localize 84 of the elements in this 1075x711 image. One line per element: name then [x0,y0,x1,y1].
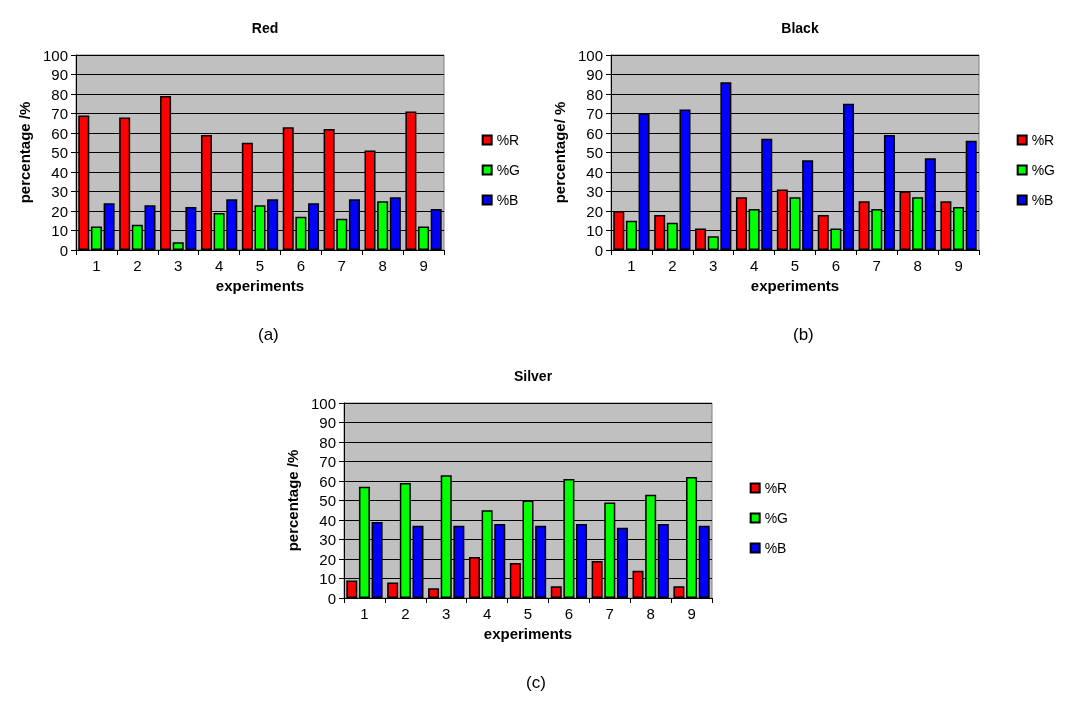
y-tick-label: 100 [42,46,68,64]
legend-label: %B [764,540,787,556]
text: (a) [258,325,279,344]
y-tick-label: 50 [586,144,603,161]
y-tick-label: 10 [586,222,603,239]
y-tick-label: 20 [586,202,603,220]
y-tick-label: 20 [319,550,336,568]
y-tick-label: 30 [51,183,68,200]
y-tick-label: 0 [594,241,603,259]
y-tick-label: 70 [51,105,68,122]
y-tick-label: 80 [586,85,603,103]
y-tick-label: 10 [51,222,68,239]
chart-title: Black [781,20,819,36]
y-tick-label: 0 [59,241,68,259]
x-tick-label: 4 [214,257,224,274]
y-axis-title: percentage/ % [551,101,569,204]
x-tick-label: 9 [419,257,428,274]
x-tick-label: 8 [646,605,655,622]
x-tick-label: 1 [360,605,369,622]
y-tick-label: 90 [319,414,336,431]
y-tick-label: 60 [319,472,336,490]
legend-label: %B [496,192,519,208]
text: (b) [793,325,814,344]
x-tick-label: 3 [709,257,718,274]
y-tick-label: 90 [51,66,68,83]
y-tick-label: 30 [586,183,603,200]
x-tick-label: 8 [913,257,922,274]
y-tick-label: 50 [51,144,68,161]
legend-label: %G [496,162,521,178]
y-tick-label: 80 [319,433,336,451]
legend-label: %B [1031,192,1054,208]
x-tick-label: 4 [749,257,759,274]
y-tick-label: 100 [310,394,336,412]
x-tick-label: 8 [378,257,387,274]
x-tick-label: 5 [523,605,533,622]
x-tick-label: 5 [790,257,800,274]
x-tick-label: 6 [296,257,306,274]
x-tick-label: 2 [668,257,677,274]
x-tick-label: 9 [954,257,963,274]
x-tick-label: 7 [872,257,881,274]
x-tick-label: 2 [401,605,410,622]
x-tick-label: 2 [133,257,142,274]
x-tick-label: 3 [442,605,451,622]
y-axis-title: percentage /% [284,449,302,552]
legend-label: %G [764,510,789,526]
x-tick-label: 7 [605,605,614,622]
legend-label: %G [1031,162,1056,178]
chart-title: Red [251,20,279,36]
x-tick-label: 5 [255,257,265,274]
y-tick-label: 60 [586,124,603,142]
y-tick-label: 70 [586,105,603,122]
x-tick-label: 7 [337,257,346,274]
x-tick-label: 6 [564,605,574,622]
x-tick-label: 1 [92,257,101,274]
y-tick-label: 40 [319,511,336,529]
y-tick-label: 90 [586,66,603,83]
x-tick-label: 9 [687,605,696,622]
y-tick-label: 60 [51,124,68,142]
x-tick-label: 6 [831,257,841,274]
y-tick-label: 70 [319,453,336,470]
y-tick-label: 40 [51,163,68,181]
bar [428,588,440,598]
y-tick-label: 100 [577,46,603,64]
y-tick-label: 80 [51,85,68,103]
y-axis-title: percentage /% [16,101,34,204]
y-tick-label: 30 [319,531,336,548]
legend-label: %R [764,480,788,496]
y-tick-label: 0 [327,589,336,607]
bar [387,582,399,598]
x-axis-title: experiments [215,276,305,294]
x-tick-label: 3 [174,257,183,274]
text: (c) [526,673,546,692]
y-tick-label: 20 [51,202,68,220]
legend-label: %R [1031,132,1055,148]
legend-label: %R [496,132,520,148]
x-tick-label: 1 [627,257,636,274]
x-axis-title: experiments [483,624,573,642]
x-tick-label: 4 [482,605,492,622]
y-tick-label: 10 [319,570,336,587]
bar [673,586,685,598]
x-axis-title: experiments [750,276,840,294]
y-tick-label: 50 [319,492,336,509]
y-tick-label: 40 [586,163,603,181]
chart-title: Silver [513,368,553,384]
